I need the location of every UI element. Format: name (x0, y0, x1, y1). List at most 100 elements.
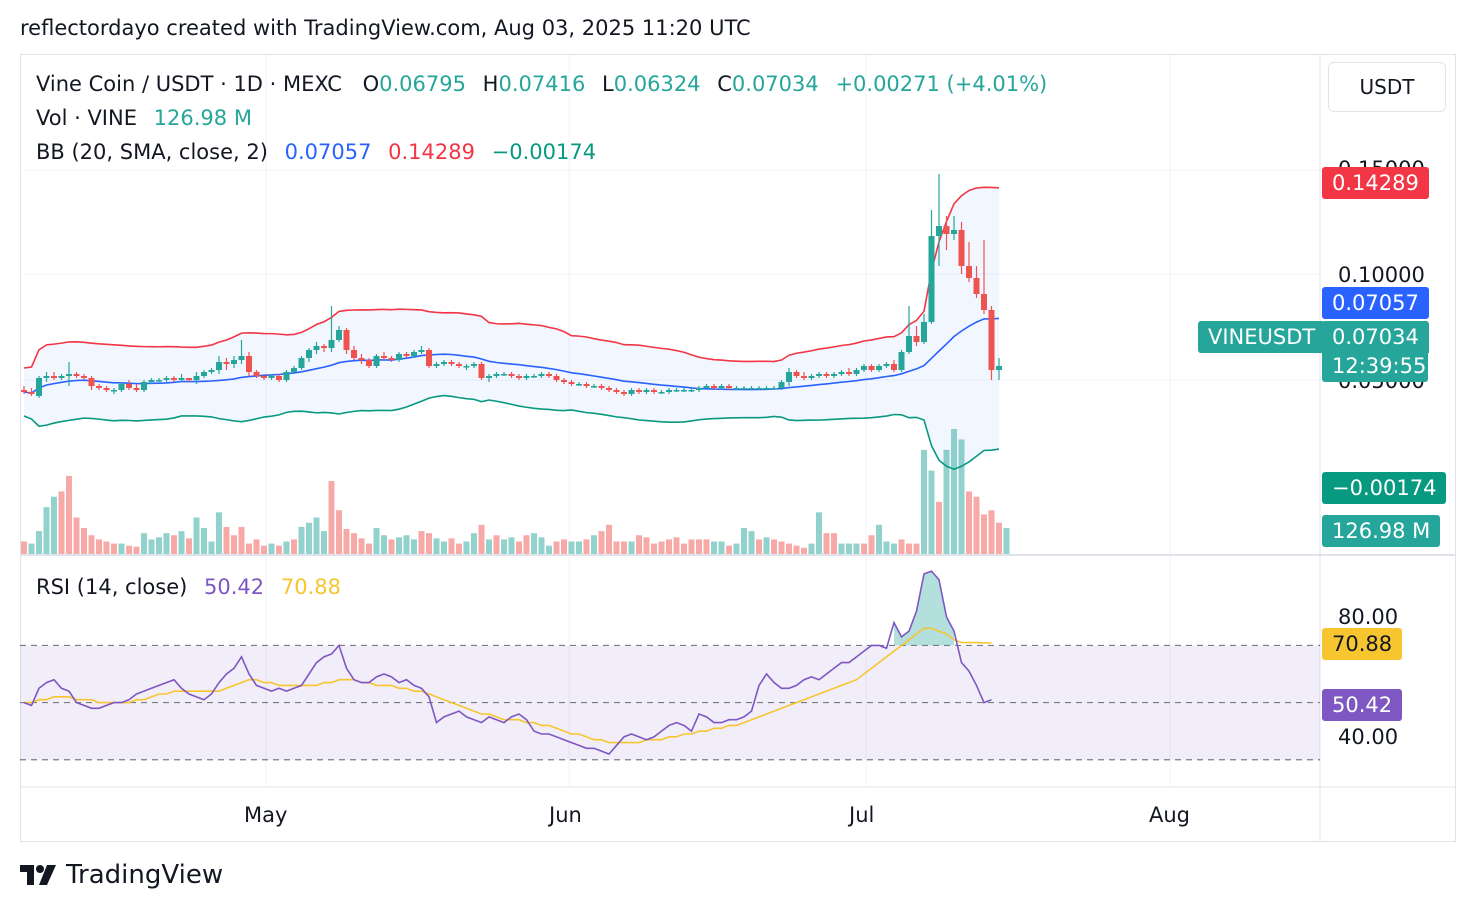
volume-bar (291, 539, 297, 554)
bb-upper-line (23, 186, 1000, 369)
volume-bar (756, 539, 762, 554)
volume-bar (403, 535, 410, 554)
candle-body (321, 346, 327, 348)
rsi-ma-tag: 70.88 (1322, 628, 1403, 660)
symbol-tag[interactable]: VINEUSDT (1198, 321, 1326, 353)
volume-bar (373, 527, 380, 554)
change-value: +0.00271 (+4.01%) (835, 72, 1048, 96)
candle-body (148, 380, 155, 382)
volume-bar (433, 538, 440, 554)
candle-body (966, 266, 972, 278)
volume-tag: 126.98 M (1322, 515, 1441, 547)
volume-bar (343, 529, 350, 554)
volume-bar (868, 535, 875, 554)
candle-body (816, 374, 822, 376)
bb-label[interactable]: BB (20, SMA, close, 2) (36, 140, 268, 164)
candle-body (388, 358, 395, 360)
volume-bar (141, 533, 147, 554)
volume-bar (246, 543, 252, 554)
candle-body (171, 378, 177, 380)
candle-body (928, 236, 935, 322)
volume-bar (118, 543, 125, 554)
volume-bar (501, 539, 507, 554)
candle-body (298, 358, 305, 368)
volume-bar (283, 541, 290, 554)
volume-bar (43, 507, 50, 554)
volume-bar (411, 539, 417, 554)
candle-body (118, 384, 125, 390)
volume-bar (358, 538, 365, 554)
volume-bar (576, 541, 582, 554)
candle-body (486, 376, 492, 378)
candle-body (621, 392, 627, 394)
volume-bar (193, 517, 200, 554)
volume-bar (996, 522, 1002, 554)
symbol-label[interactable]: Vine Coin / USDT · 1D · MEXC (36, 72, 342, 96)
candle-body (208, 370, 215, 372)
volume-bar (928, 470, 935, 554)
volume-label[interactable]: Vol · VINE (36, 106, 137, 130)
volume-bar (786, 543, 792, 554)
volume-bar (238, 526, 245, 554)
volume-bar (73, 517, 80, 554)
candle-body (951, 230, 957, 234)
candle-body (681, 390, 687, 392)
candle-body (583, 384, 590, 386)
volume-bar (981, 514, 987, 554)
candle-body (418, 350, 425, 352)
volume-bar (598, 531, 605, 554)
volume-bar (96, 539, 102, 554)
volume-bar (831, 533, 837, 554)
candle-body (291, 368, 297, 372)
volume-bar (568, 541, 575, 554)
volume-bar (846, 543, 852, 554)
candle-body (568, 382, 575, 384)
candle-body (66, 374, 72, 376)
rsi-ma-value: 70.88 (280, 575, 341, 599)
volume-bar (111, 543, 117, 554)
volume-bar (673, 537, 680, 554)
volume-bar (253, 539, 260, 554)
volume-bar (741, 527, 747, 554)
volume-bar (906, 543, 912, 554)
volume-bar (606, 524, 612, 554)
bb-upper-tag: 0.14289 (1322, 167, 1429, 199)
volume-bar (126, 545, 132, 554)
tradingview-brand-text: TradingView (66, 860, 224, 890)
candle-body (36, 378, 42, 396)
candle-body (111, 390, 117, 392)
currency-unit-button[interactable]: USDT (1328, 62, 1446, 112)
candle-body (351, 350, 357, 358)
candle-body (81, 376, 87, 378)
chart-frame[interactable] (20, 54, 1456, 842)
candle-body (973, 278, 980, 294)
candle-body (981, 294, 987, 310)
bb-lower-tag: −0.00174 (1322, 472, 1447, 504)
candle-body (373, 356, 380, 366)
candle-body (448, 362, 455, 364)
volume-bar (643, 537, 650, 554)
candle-body (58, 376, 65, 378)
volume-bar (306, 522, 312, 554)
candle-body (163, 378, 170, 380)
candle-body (73, 374, 80, 376)
axes: 0.15000 0.10000 0.05000 80.00 40.00 May … (244, 157, 1425, 827)
candle-body (238, 356, 245, 360)
volume-bar (426, 533, 432, 554)
candle-body (538, 374, 545, 376)
volume-bar (853, 543, 860, 554)
ohlc-legend: Vine Coin / USDT · 1D · MEXC O0.06795 H0… (36, 72, 1047, 96)
rsi-label[interactable]: RSI (14, close) (36, 575, 188, 599)
candle-body (126, 384, 132, 388)
candle-body (156, 380, 162, 382)
grid-lines (20, 55, 1455, 842)
volume-bar (133, 546, 140, 554)
volume-bar (778, 541, 785, 554)
volume-bar (231, 535, 237, 554)
candle-body (673, 390, 680, 392)
candle-body (688, 390, 695, 392)
volume-bar (591, 535, 597, 554)
candle-body (666, 390, 672, 392)
tradingview-logo[interactable]: TradingView (20, 860, 223, 890)
